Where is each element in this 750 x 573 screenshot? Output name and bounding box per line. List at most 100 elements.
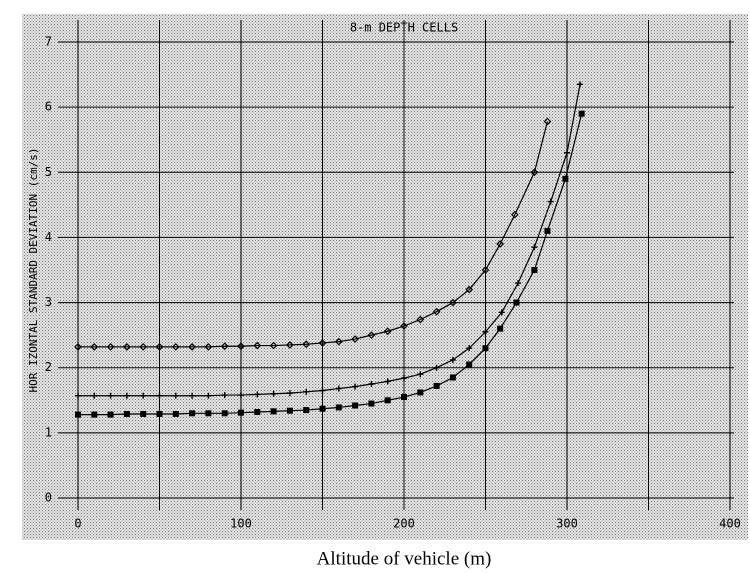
square-marker	[91, 411, 98, 418]
plus-marker	[449, 356, 456, 363]
plot-background	[22, 14, 748, 540]
plus-marker	[384, 378, 391, 385]
plus-marker	[498, 309, 505, 316]
plus-marker	[205, 392, 212, 399]
square-marker	[254, 409, 261, 416]
plus-marker	[482, 328, 489, 335]
diamond-marker	[432, 307, 441, 316]
plus-marker	[254, 391, 261, 398]
x-tick-label: 400	[719, 517, 741, 531]
plus-marker	[564, 149, 570, 156]
y-tick-label: 0	[45, 491, 52, 505]
diamond-marker	[123, 343, 131, 351]
square-marker	[221, 410, 228, 417]
diamond-marker	[334, 337, 343, 346]
diamond-marker	[302, 340, 311, 349]
square-marker	[238, 409, 244, 416]
plus-marker	[270, 390, 277, 397]
plus-marker	[433, 364, 440, 371]
diamond-marker	[204, 343, 213, 351]
diamond-marker	[351, 335, 359, 343]
square-marker	[189, 410, 196, 417]
diamond-marker	[269, 341, 278, 350]
square-marker	[449, 374, 456, 381]
square-marker	[368, 400, 375, 407]
plus-marker	[172, 392, 179, 399]
y-tick-label: 3	[45, 295, 52, 309]
square-marker	[433, 382, 440, 389]
diamond-marker	[318, 339, 327, 347]
diamond-marker	[481, 266, 490, 274]
diamond-marker	[449, 298, 457, 307]
plus-marker	[466, 345, 473, 352]
diamond-marker	[220, 342, 229, 351]
y-tick-label: 6	[45, 100, 52, 114]
diamond-marker	[383, 327, 392, 336]
plus-marker	[303, 388, 310, 395]
square-marker	[156, 410, 163, 417]
plus-marker	[335, 385, 342, 392]
square-marker	[544, 227, 551, 234]
plus-marker	[417, 371, 424, 378]
plus-marker	[531, 244, 538, 251]
square-marker	[270, 408, 277, 415]
square-marker	[497, 325, 504, 332]
square-marker	[401, 394, 407, 401]
plus-marker	[319, 387, 326, 394]
x-axis-label: Altitude of vehicle (m)	[317, 548, 492, 569]
diamond-marker	[139, 343, 148, 351]
square-marker	[123, 410, 130, 417]
diamond-marker	[90, 343, 99, 351]
square-marker	[531, 267, 538, 273]
y-axis-label: HOR IZONTAL STANDARD DEVIATION (cm/s)	[27, 147, 40, 392]
y-tick-label: 4	[45, 230, 52, 244]
square-marker	[384, 397, 391, 404]
x-tick-label: 0	[74, 517, 81, 531]
plus-marker	[140, 392, 147, 399]
square-marker	[466, 361, 473, 368]
diamond-marker	[253, 341, 262, 350]
square-marker	[352, 402, 359, 409]
diamond-marker	[530, 168, 539, 177]
plus-marker	[515, 280, 522, 287]
diamond-marker	[400, 322, 408, 330]
plus-marker	[547, 198, 554, 205]
square-marker	[107, 411, 114, 418]
diamond-marker	[367, 331, 376, 339]
square-marker	[417, 389, 424, 396]
diamond-marker	[188, 343, 196, 351]
square-marker	[172, 410, 179, 417]
diamond-marker	[74, 343, 82, 351]
square-marker	[562, 175, 569, 182]
x-tick-label: 200	[393, 517, 415, 531]
plus-marker	[123, 392, 130, 399]
square-marker	[335, 404, 342, 411]
diamond-marker	[543, 117, 552, 126]
plus-marker	[401, 375, 407, 382]
plus-marker	[107, 392, 114, 399]
square-marker	[286, 407, 293, 414]
plus-marker	[75, 392, 81, 399]
y-tick-label: 1	[45, 425, 52, 439]
square-marker	[140, 410, 147, 417]
plus-marker	[238, 392, 244, 399]
square-marker	[513, 299, 520, 306]
y-tick-label: 2	[45, 360, 52, 374]
square-marker	[205, 410, 212, 417]
plus-marker	[189, 392, 196, 399]
diamond-marker	[155, 343, 164, 351]
x-tick-label: 300	[556, 517, 578, 531]
y-tick-label: 5	[45, 165, 52, 179]
square-marker	[303, 407, 310, 414]
square-marker	[482, 345, 489, 352]
square-marker	[319, 405, 326, 412]
diamond-marker	[171, 343, 180, 351]
plus-marker	[91, 392, 98, 399]
plus-marker	[221, 392, 228, 399]
diamond-marker	[286, 341, 294, 349]
plus-marker	[352, 383, 359, 390]
plus-marker	[156, 392, 163, 399]
square-marker	[75, 411, 81, 418]
plus-marker	[368, 381, 375, 387]
